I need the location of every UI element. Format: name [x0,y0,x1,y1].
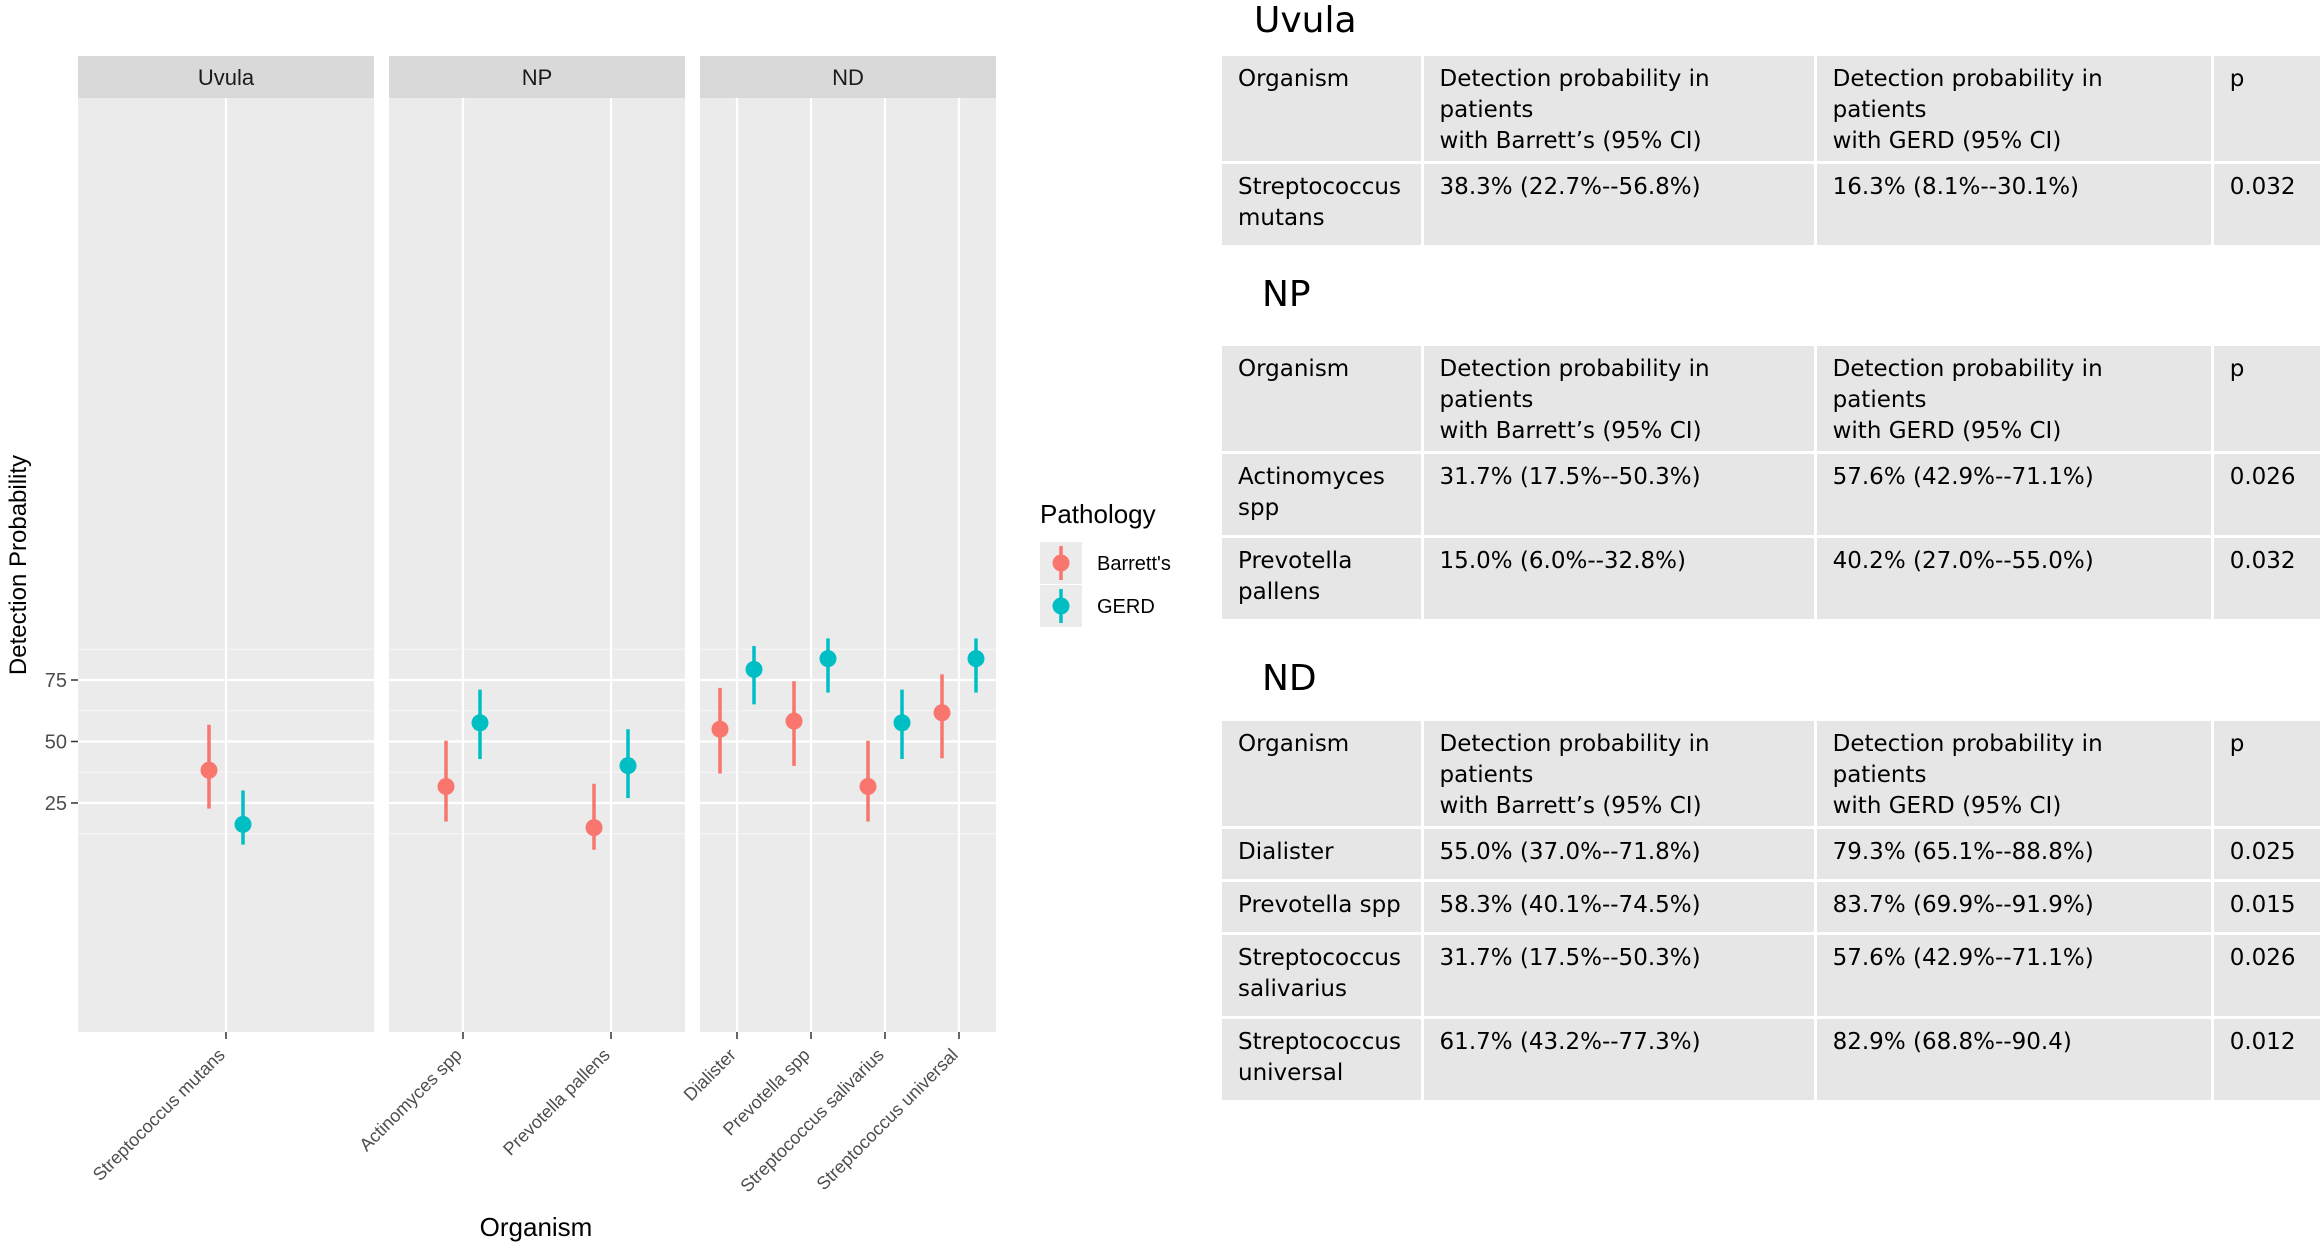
gerd-point [967,650,985,668]
table-row: Prevotella spp 58.3% (40.1%--74.5%) 83.7… [1222,882,2320,932]
cell-barretts: 61.7% (43.2%--77.3%) [1439,1029,1701,1055]
faceted-point-range-chart: Uvula Streptococcus mutans NP Actinomyces s… [5,56,1171,1242]
x-tick-label: Prevotella pallens [499,1045,614,1160]
barretts-point [859,778,877,796]
cell-barretts: 31.7% (17.5%--50.3%) [1439,464,1701,490]
header-p: p [2229,356,2245,382]
facet-strip-label: ND [832,65,864,90]
np-table: Organism Detection probability in patien… [1219,343,2323,622]
cell-gerd: 16.3% (8.1%--30.1%) [1832,174,2080,200]
facet-strip-label: Uvula [198,65,255,90]
header-gerd: Detection probability in patients with GE… [1832,731,2103,819]
table-row: Dialister 55.0% (37.0%--71.8%) 79.3% (65… [1222,829,2320,879]
cell-organism: Streptococcus mutans [1238,174,1401,231]
x-tick-label: Actinomyces spp [355,1045,465,1155]
y-tick-label: 25 [45,793,67,815]
legend-key-point [1052,597,1070,615]
header-organism: Organism [1238,66,1350,92]
facet-strip-label: NP [522,65,553,90]
y-axis-title: Detection Probability [5,455,32,675]
legend-title: Pathology [1040,499,1156,529]
legend-key-point [1052,554,1070,572]
header-p: p [2229,66,2245,92]
cell-gerd: 57.6% (42.9%--71.1%) [1832,464,2094,490]
barretts-point [585,819,603,837]
gerd-point [893,714,911,732]
cell-organism: Prevotella pallens [1238,548,1353,605]
table-row: Prevotella pallens 15.0% (6.0%--32.8%) 40… [1222,538,2320,619]
cell-gerd: 40.2% (27.0%--55.0%) [1832,548,2094,574]
header-gerd: Detection probability in patients with GE… [1832,356,2103,444]
cell-barretts: 58.3% (40.1%--74.5%) [1439,892,1701,918]
table-row: Streptococcus universal 61.7% (43.2%--77.… [1222,1019,2320,1100]
cell-organism: Dialister [1238,839,1334,865]
header-barretts: Detection probability in patients with Ba… [1439,66,1710,154]
cell-p: 0.026 [2229,464,2296,490]
x-tick-label: Streptococcus universal [813,1045,962,1194]
gerd-point [619,757,637,775]
panel-background [389,98,685,1032]
uvula-table-title: Uvula [1254,0,1357,41]
cell-gerd: 82.9% (68.8%--90.4) [1832,1029,2072,1055]
header-barretts: Detection probability in patients with Ba… [1439,731,1710,819]
x-tick-label: Streptococcus salivarius [736,1045,887,1196]
cell-p: 0.032 [2229,548,2296,574]
barretts-point [933,704,951,722]
gerd-point [471,714,489,732]
facet-uvula: Uvula Streptococcus mutans [78,56,374,1185]
nd-table-title: ND [1262,658,1317,699]
panel-background [700,98,996,1032]
nd-table: Organism Detection probability in patien… [1219,718,2323,1103]
table-header-row: Organism Detection probability in patien… [1222,721,2320,826]
cell-barretts: 55.0% (37.0%--71.8%) [1439,839,1701,865]
barretts-point [200,761,218,779]
legend-entry-label: GERD [1097,596,1155,618]
cell-gerd: 83.7% (69.9%--91.9%) [1832,892,2094,918]
y-tick-label: 50 [45,732,67,754]
gerd-point [745,660,763,678]
np-table-title: NP [1262,274,1311,315]
barretts-point [785,712,803,730]
barretts-point [711,720,729,738]
table-row: Actinomyces spp 31.7% (17.5%--50.3%) 57.6… [1222,454,2320,535]
cell-barretts: 15.0% (6.0%--32.8%) [1439,548,1686,574]
cell-organism: Actinomyces spp [1238,464,1385,521]
x-axis-title: Organism [480,1212,593,1242]
header-organism: Organism [1238,356,1350,382]
cell-p: 0.015 [2229,892,2296,918]
gerd-point [819,650,837,668]
header-gerd: Detection probability in patients with GE… [1832,66,2103,154]
cell-p: 0.026 [2229,945,2296,971]
table-header-row: Organism Detection probability in patien… [1222,346,2320,451]
cell-organism: Streptococcus salivarius [1238,945,1401,1002]
cell-p: 0.012 [2229,1029,2296,1055]
gerd-point [234,815,252,833]
cell-organism: Prevotella spp [1238,892,1401,918]
cell-barretts: 31.7% (17.5%--50.3%) [1439,945,1701,971]
header-p: p [2229,731,2245,757]
cell-organism: Streptococcus universal [1238,1029,1401,1086]
cell-p: 0.025 [2229,839,2296,865]
facet-strip [78,56,374,98]
barretts-point [437,778,455,796]
header-organism: Organism [1238,731,1350,757]
cell-p: 0.032 [2229,174,2296,200]
facet-np: NP Actinomyces spp Prevotella pallens [355,56,685,1159]
uvula-table: Organism Detection probability in patien… [1219,53,2323,248]
cell-barretts: 38.3% (22.7%--56.8%) [1439,174,1701,200]
cell-gerd: 79.3% (65.1%--88.8%) [1832,839,2094,865]
facet-strip [389,56,685,98]
table-header-row: Organism Detection probability in patien… [1222,56,2320,161]
legend-entry-label: Barrett's [1097,553,1171,575]
x-tick-label: Dialister [680,1045,740,1105]
facet-strip [700,56,996,98]
table-row: Streptococcus mutans 38.3% (22.7%--56.8%)… [1222,164,2320,245]
table-row: Streptococcus salivarius 31.7% (17.5%--50… [1222,935,2320,1016]
header-barretts: Detection probability in patients with Ba… [1439,356,1710,444]
y-tick-label: 75 [45,670,67,692]
cell-gerd: 57.6% (42.9%--71.1%) [1832,945,2094,971]
x-tick-label: Streptococcus mutans [89,1045,229,1185]
